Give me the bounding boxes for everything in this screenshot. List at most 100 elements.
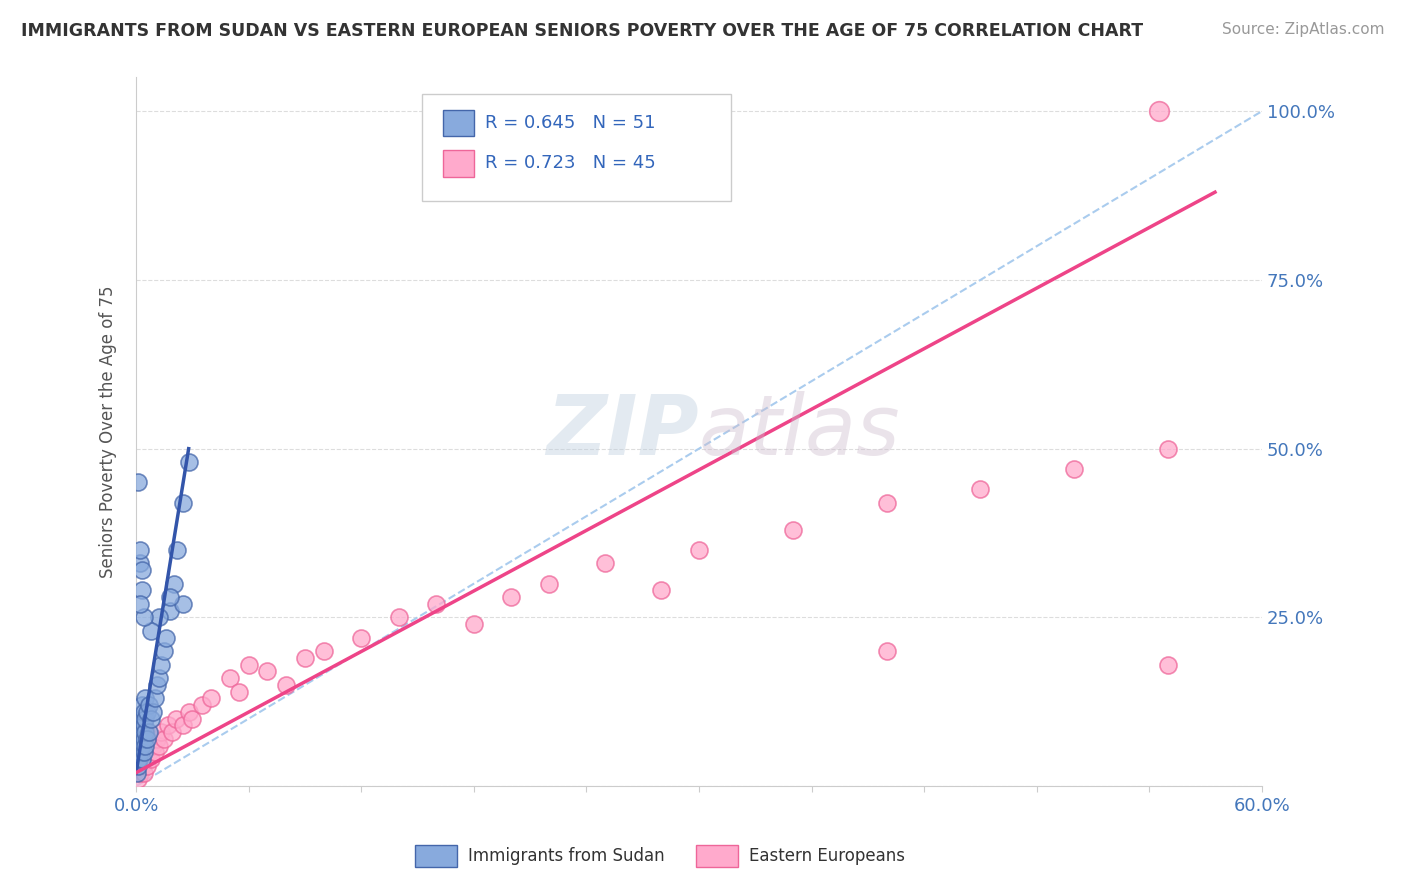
Text: atlas: atlas bbox=[699, 392, 901, 472]
Point bbox=[128, 542, 150, 557]
Point bbox=[537, 576, 560, 591]
Point bbox=[127, 475, 149, 490]
Point bbox=[238, 657, 260, 672]
Point bbox=[876, 644, 898, 658]
Point bbox=[128, 725, 150, 739]
Point bbox=[128, 745, 150, 759]
Point bbox=[149, 657, 172, 672]
Text: IMMIGRANTS FROM SUDAN VS EASTERN EUROPEAN SENIORS POVERTY OVER THE AGE OF 75 COR: IMMIGRANTS FROM SUDAN VS EASTERN EUROPEA… bbox=[21, 22, 1143, 40]
Point bbox=[131, 563, 153, 577]
Point bbox=[131, 725, 153, 739]
Point bbox=[136, 705, 159, 719]
Point bbox=[127, 772, 149, 787]
Point bbox=[165, 712, 187, 726]
Point bbox=[132, 745, 155, 759]
Point bbox=[138, 698, 160, 713]
Point bbox=[139, 752, 162, 766]
Point bbox=[1157, 657, 1180, 672]
Point bbox=[128, 752, 150, 766]
Point bbox=[132, 705, 155, 719]
Point bbox=[276, 678, 298, 692]
Point bbox=[159, 604, 181, 618]
Point bbox=[172, 718, 194, 732]
Point bbox=[181, 712, 204, 726]
Point bbox=[593, 557, 616, 571]
Point bbox=[256, 665, 278, 679]
Point bbox=[1157, 442, 1180, 456]
Point bbox=[969, 482, 991, 496]
Point bbox=[143, 745, 166, 759]
Text: R = 0.645   N = 51: R = 0.645 N = 51 bbox=[485, 114, 655, 132]
Point bbox=[139, 712, 162, 726]
Point bbox=[131, 698, 153, 713]
Point bbox=[128, 765, 150, 780]
Point bbox=[388, 610, 411, 624]
Point bbox=[134, 752, 156, 766]
Point bbox=[143, 691, 166, 706]
Point bbox=[1147, 104, 1170, 119]
Point bbox=[138, 745, 160, 759]
Point bbox=[148, 610, 170, 624]
Point bbox=[425, 597, 447, 611]
Point bbox=[650, 583, 672, 598]
Point bbox=[132, 610, 155, 624]
Point bbox=[134, 725, 156, 739]
Text: ZIP: ZIP bbox=[547, 392, 699, 472]
Point bbox=[134, 739, 156, 753]
Point bbox=[125, 765, 148, 780]
Point bbox=[142, 739, 165, 753]
Point bbox=[139, 624, 162, 638]
Point bbox=[127, 759, 149, 773]
Point bbox=[200, 691, 222, 706]
Point bbox=[688, 542, 710, 557]
Point bbox=[219, 671, 242, 685]
Point bbox=[166, 542, 188, 557]
Point bbox=[128, 557, 150, 571]
Point bbox=[177, 705, 200, 719]
Point bbox=[145, 678, 167, 692]
Point bbox=[129, 718, 152, 732]
Point bbox=[128, 712, 150, 726]
Point bbox=[155, 631, 177, 645]
Point bbox=[145, 731, 167, 746]
Point bbox=[131, 759, 153, 773]
Point bbox=[350, 631, 373, 645]
Point bbox=[312, 644, 335, 658]
Point bbox=[153, 731, 176, 746]
Point bbox=[501, 590, 523, 604]
Point bbox=[131, 739, 153, 753]
Point bbox=[294, 651, 316, 665]
Point bbox=[172, 496, 194, 510]
Point bbox=[127, 745, 149, 759]
Point bbox=[136, 759, 159, 773]
Point bbox=[153, 644, 176, 658]
Point bbox=[191, 698, 214, 713]
Point bbox=[782, 523, 804, 537]
Point bbox=[134, 712, 156, 726]
Point bbox=[148, 671, 170, 685]
Point bbox=[132, 731, 155, 746]
Point bbox=[128, 597, 150, 611]
Text: R = 0.723   N = 45: R = 0.723 N = 45 bbox=[485, 154, 655, 172]
Point bbox=[128, 731, 150, 746]
Point bbox=[131, 752, 153, 766]
Text: Eastern Europeans: Eastern Europeans bbox=[749, 847, 905, 865]
Point bbox=[876, 496, 898, 510]
Point bbox=[160, 725, 183, 739]
Point bbox=[149, 725, 172, 739]
Text: Source: ZipAtlas.com: Source: ZipAtlas.com bbox=[1222, 22, 1385, 37]
Point bbox=[228, 684, 250, 698]
Point bbox=[172, 597, 194, 611]
Point bbox=[134, 691, 156, 706]
Point bbox=[159, 590, 181, 604]
Point bbox=[132, 765, 155, 780]
Point bbox=[136, 731, 159, 746]
Point bbox=[131, 583, 153, 598]
Point bbox=[138, 725, 160, 739]
Point bbox=[129, 739, 152, 753]
Point bbox=[142, 705, 165, 719]
Point bbox=[1063, 462, 1085, 476]
Y-axis label: Seniors Poverty Over the Age of 75: Seniors Poverty Over the Age of 75 bbox=[100, 285, 117, 578]
Point bbox=[156, 718, 179, 732]
Point bbox=[132, 718, 155, 732]
